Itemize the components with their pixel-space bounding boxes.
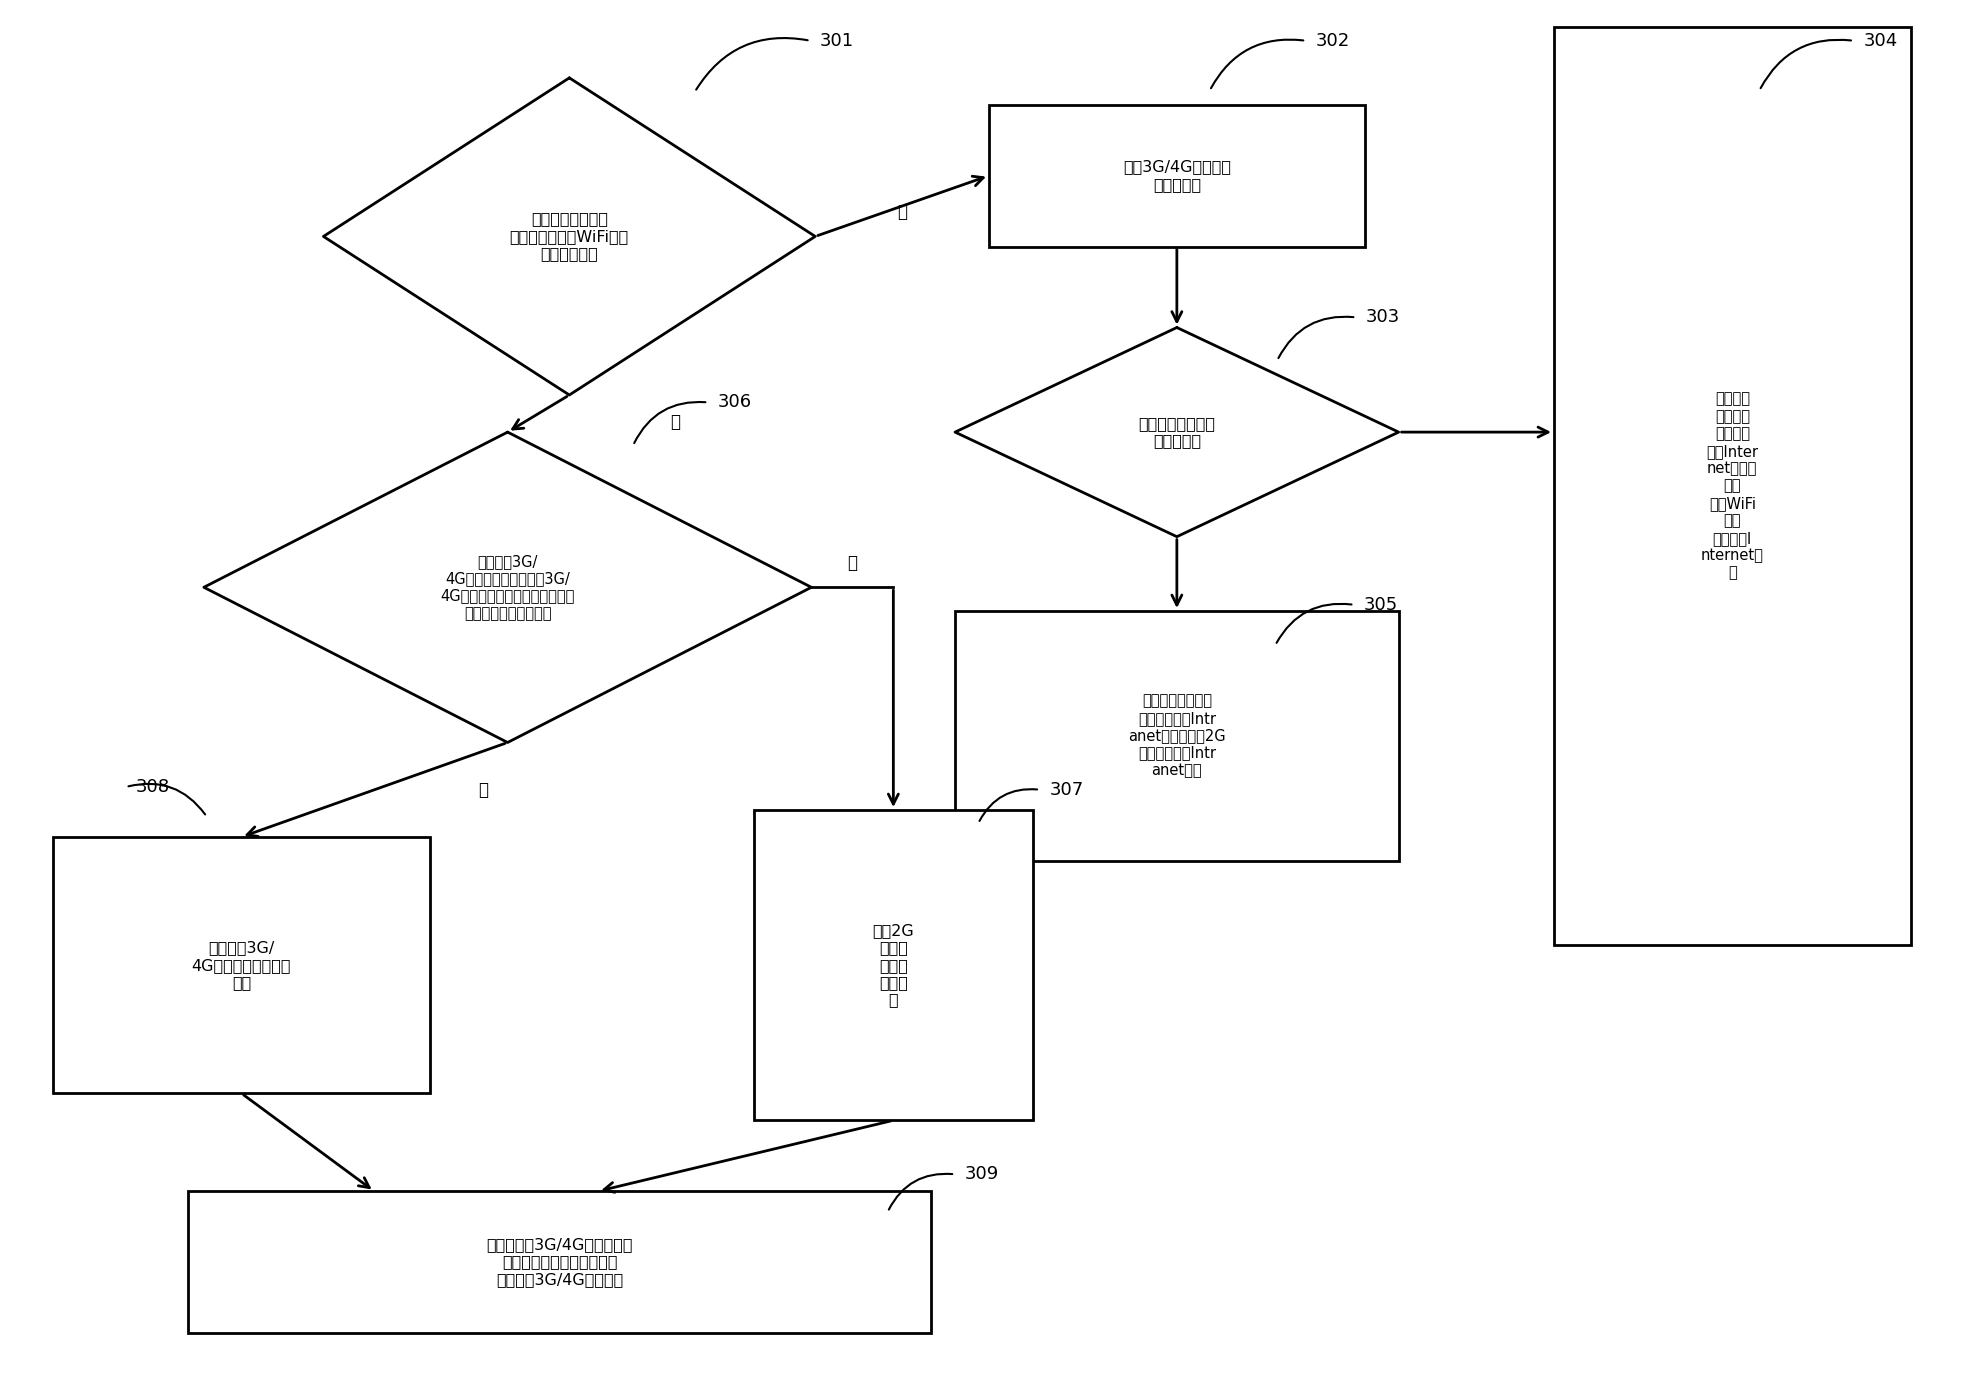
Text: 308: 308 [136,778,169,796]
Text: 302: 302 [1317,32,1350,50]
Text: 309: 309 [964,1165,1000,1183]
Text: 304: 304 [1864,32,1897,50]
Text: 否: 否 [671,413,681,431]
Text: 当采用所述3G/4G处理模块完
成所述数据业务的处理后，
关闭所述3G/4G处理模块: 当采用所述3G/4G处理模块完 成所述数据业务的处理后， 关闭所述3G/4G处理… [486,1237,634,1287]
Text: 306: 306 [718,394,752,412]
Bar [754,810,1033,1121]
Bar [1555,28,1911,945]
Text: 当所述数据业务的
业务类型属于Intr
anet业务，采用2G
网络承载所述Intr
anet业务: 当所述数据业务的 业务类型属于Intr anet业务，采用2G 网络承载所述In… [1128,694,1226,778]
Bar [189,1191,931,1333]
Text: 否: 否 [848,554,858,571]
Bar [988,105,1366,246]
Text: 判断所述数据业务
的业务类型: 判断所述数据业务 的业务类型 [1138,416,1216,449]
Text: 采用所述3G/
4G网络承载所述数据
业务: 采用所述3G/ 4G网络承载所述数据 业务 [191,940,291,990]
Text: 305: 305 [1364,596,1397,614]
Text: 采用2G
网络承
载所述
数据业
务: 采用2G 网络承 载所述 数据业 务 [872,923,915,1008]
Text: 是: 是 [478,781,488,799]
Bar [954,611,1399,861]
Text: 判断所述终端能否
采用无线局域网WiFi承载
所述数据业务: 判断所述终端能否 采用无线局域网WiFi承载 所述数据业务 [510,212,630,262]
Text: 301: 301 [821,32,854,50]
Text: 307: 307 [1049,781,1084,799]
Text: 开启所述3G/
4G处理模块，检测所述3G/
4G网络的网络信号，是否满足处
理所述数据业务的需求: 开启所述3G/ 4G处理模块，检测所述3G/ 4G网络的网络信号，是否满足处 理… [441,554,575,621]
Text: 当所述数
据业务的
业务类型
属于Inter
net业务，
使用
所述WiFi
连接
承载所述I
nternet业
务: 当所述数 据业务的 业务类型 属于Inter net业务， 使用 所述WiFi … [1700,391,1763,581]
Text: 保持3G/4G处理模块
的关闭状态: 保持3G/4G处理模块 的关闭状态 [1124,160,1230,191]
Text: 303: 303 [1366,308,1399,326]
Text: 是: 是 [897,204,907,222]
Bar [53,837,429,1093]
